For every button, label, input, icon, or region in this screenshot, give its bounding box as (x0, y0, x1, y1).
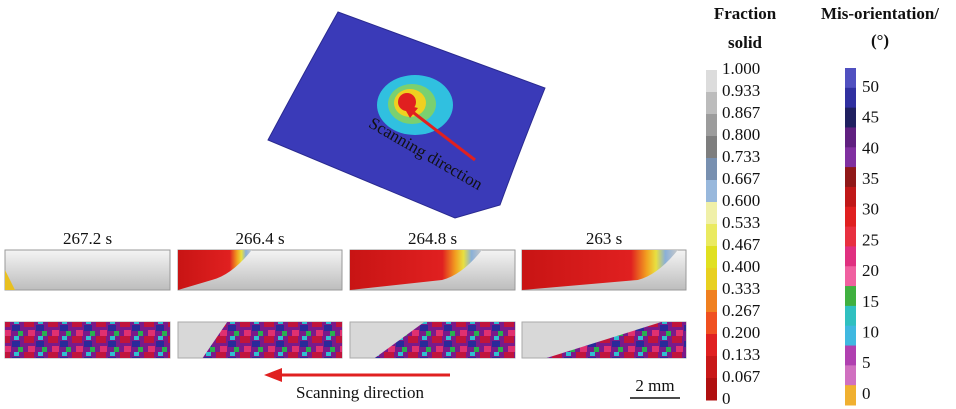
colorbar-label: 0.667 (722, 169, 761, 188)
colorbar-segment (706, 290, 717, 313)
colorbar-label: 0.533 (722, 213, 760, 232)
colorbar-label: 0.133 (722, 345, 760, 364)
colorbar-label: 0.400 (722, 257, 760, 276)
colorbar-label: 40 (862, 138, 879, 157)
colorbar-label: 35 (862, 169, 879, 188)
colorbar-segment (706, 158, 717, 181)
colorbar-segment (845, 246, 856, 266)
colorbar-segment (706, 202, 717, 225)
colorbar-segment (845, 68, 856, 88)
colorbar-segment (706, 92, 717, 115)
colorbar-segment (845, 266, 856, 286)
colorbar-label: 0.067 (722, 367, 761, 386)
time-label: 263 s (586, 229, 622, 248)
colorbar-segment (706, 268, 717, 291)
colorbar-segment (845, 326, 856, 346)
colorbar-segment (706, 224, 717, 247)
colorbar-label: 0.867 (722, 103, 761, 122)
colorbar-title: Fraction (714, 4, 777, 23)
colorbar-segment (845, 187, 856, 207)
colorbar-segment (706, 378, 717, 401)
colorbar-label: 10 (862, 323, 879, 342)
colorbar-label: 0.333 (722, 279, 760, 298)
arrow-head (264, 368, 282, 382)
colorbar-segment (706, 312, 717, 335)
time-label: 267.2 s (63, 229, 112, 248)
colorbar-segment (706, 246, 717, 269)
colorbar-segment (706, 114, 717, 137)
colorbar-segment (845, 227, 856, 247)
melt-pool-3d (268, 12, 545, 218)
time-label: 264.8 s (408, 229, 457, 248)
annotation: Scanning direction (296, 383, 424, 402)
panels: 267.2 s 266.4 s 264.8 s 263 s (5, 229, 686, 358)
colorbar-label: 0.467 (722, 235, 761, 254)
colorbar-segment (706, 70, 717, 93)
colorbar-label: 1.000 (722, 59, 760, 78)
figure: Scanning direction 267.2 s 266.4 s 264.8 s… (0, 0, 956, 409)
colorbar-label: 30 (862, 200, 879, 219)
colorbar-segment (706, 356, 717, 379)
colorbar-segment (845, 147, 856, 167)
colorbar-segment (845, 127, 856, 147)
colorbar-segment (706, 136, 717, 159)
colorbar-label: 0.800 (722, 125, 760, 144)
colorbar-title: (°) (871, 31, 889, 50)
colorbar-label: 25 (862, 230, 879, 249)
time-label: 266.4 s (235, 229, 284, 248)
colorbar-label: 0.933 (722, 81, 760, 100)
colorbar-label: 20 (862, 261, 879, 280)
colorbar-label: 0.733 (722, 147, 760, 166)
colorbar-segment (706, 334, 717, 357)
colorbars: 1.000 0.933 0.867 0.800 0.733 0.667 0.600 0.533… (706, 59, 879, 408)
temperature-panel (5, 250, 170, 290)
colorbar-segment (845, 207, 856, 227)
scale-bar-label: 2 mm (635, 376, 674, 395)
colorbar-label: 0.600 (722, 191, 760, 210)
colorbar-segment (845, 385, 856, 405)
colorbar-segment (845, 286, 856, 306)
colorbar-label: 0 (862, 384, 871, 403)
colorbar-label: 15 (862, 292, 879, 311)
colorbar-label: 0 (722, 389, 731, 408)
colorbar-label: 45 (862, 108, 879, 127)
colorbar-label: 0.200 (722, 323, 760, 342)
colorbar-label: 50 (862, 77, 879, 96)
colorbar-label: 5 (862, 353, 871, 372)
grain-region (203, 322, 342, 358)
colorbar-title: solid (728, 33, 763, 52)
grain-region (5, 322, 170, 358)
colorbar-segment (845, 108, 856, 128)
colorbar-title: Mis-orientation/ (821, 4, 939, 23)
colorbar-label: 0.267 (722, 301, 761, 320)
colorbar-segment (845, 365, 856, 385)
colorbar-segment (706, 180, 717, 203)
colorbar-segment (845, 346, 856, 366)
colorbar-segment (845, 167, 856, 187)
colorbar-segment (845, 306, 856, 326)
colorbar-segment (845, 88, 856, 108)
